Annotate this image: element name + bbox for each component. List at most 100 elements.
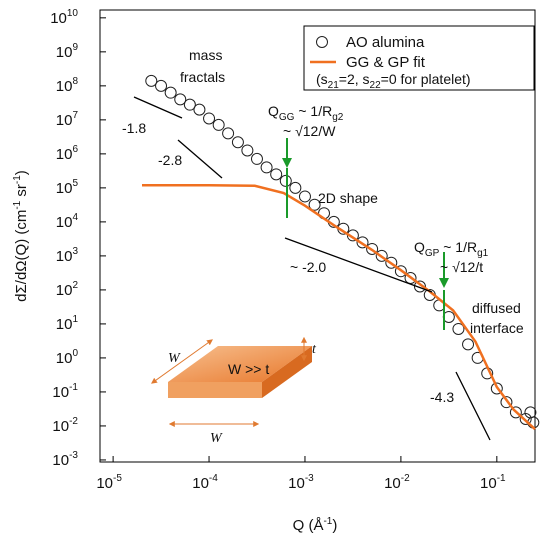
tick-exponent: -2 bbox=[401, 473, 410, 484]
legend: (s21=2, s22=0 for platelet) AO alumina GG… bbox=[303, 25, 535, 91]
tick-exponent: 4 bbox=[72, 212, 78, 223]
legend-marker bbox=[316, 36, 328, 48]
slab-front bbox=[168, 382, 262, 398]
tick-label: 10-4 bbox=[192, 473, 218, 492]
tick-base: 10 bbox=[384, 475, 401, 492]
tick-exponent: -1 bbox=[69, 382, 78, 393]
script-text: g1 bbox=[477, 248, 489, 259]
data-point bbox=[145, 74, 158, 87]
tick-label: 101 bbox=[56, 314, 79, 333]
guide-line bbox=[133, 96, 183, 119]
data-point bbox=[250, 152, 263, 165]
tick-base: 10 bbox=[192, 475, 209, 492]
inset-label: W bbox=[168, 351, 181, 366]
data-point bbox=[509, 406, 522, 419]
text-part: Q (Å bbox=[293, 517, 324, 534]
text-part: ~ 1/R bbox=[439, 239, 477, 255]
tick-label: 10-2 bbox=[384, 473, 410, 492]
data-point bbox=[366, 242, 379, 255]
guide-line bbox=[455, 371, 491, 441]
tick-label: 10-3 bbox=[288, 473, 314, 492]
tick-base: 10 bbox=[50, 10, 67, 27]
tick-exponent: 3 bbox=[72, 246, 78, 257]
tick-label: 10-1 bbox=[480, 473, 506, 492]
annotation: interface bbox=[470, 320, 524, 336]
w-arrow bbox=[151, 339, 213, 384]
annotation: ~ √12/t bbox=[440, 259, 483, 275]
data-point bbox=[289, 181, 302, 194]
data-point bbox=[222, 127, 235, 140]
data-point bbox=[413, 280, 426, 293]
script-text: -1 bbox=[12, 200, 23, 209]
script-text: -1 bbox=[12, 175, 23, 184]
data-point bbox=[500, 396, 513, 409]
data-point bbox=[155, 79, 168, 92]
tick-label: 10-3 bbox=[52, 450, 78, 469]
annotation: -1.8 bbox=[122, 120, 146, 136]
data-point bbox=[375, 249, 388, 262]
tick-exponent: 1 bbox=[72, 314, 78, 325]
inset-label: W bbox=[210, 431, 223, 446]
data-point bbox=[385, 256, 398, 269]
text-part: ) bbox=[332, 517, 337, 534]
tick-label: 1010 bbox=[50, 8, 78, 27]
text-part: ~ 1/R bbox=[294, 103, 332, 119]
script-text: g2 bbox=[332, 112, 344, 123]
data-point bbox=[164, 86, 177, 99]
tick-label: 104 bbox=[56, 212, 79, 231]
guide-line bbox=[284, 237, 433, 293]
fit-line bbox=[142, 183, 536, 431]
script-text: 21 bbox=[328, 80, 340, 91]
tick-label: 103 bbox=[56, 246, 79, 265]
tick-label: 108 bbox=[56, 76, 79, 95]
annotation: diffused bbox=[472, 300, 521, 316]
data-point bbox=[356, 236, 369, 249]
q-markers bbox=[282, 138, 449, 330]
legend-box bbox=[303, 25, 535, 91]
text-part: Q bbox=[268, 103, 279, 119]
annotation: -2.8 bbox=[158, 152, 182, 168]
data-point bbox=[203, 112, 216, 125]
plot-frame bbox=[99, 9, 536, 463]
tick-base: 10 bbox=[56, 180, 73, 197]
tick-exponent: -5 bbox=[113, 473, 122, 484]
tick-base: 10 bbox=[52, 384, 69, 401]
data-point bbox=[183, 98, 196, 111]
text-part: dΣ/dΩ(Q) (cm bbox=[13, 210, 30, 302]
annotation: fractals bbox=[180, 69, 225, 85]
annotation: -4.3 bbox=[430, 389, 454, 405]
guide-line bbox=[177, 139, 223, 179]
data-point bbox=[462, 338, 475, 351]
annotation: ~ √12/W bbox=[283, 123, 336, 139]
tick-base: 10 bbox=[56, 146, 73, 163]
annotation: QGP ~ 1/Rg1 bbox=[414, 239, 489, 259]
tick-label: 105 bbox=[56, 178, 79, 197]
tick-exponent: -4 bbox=[209, 473, 218, 484]
tick-exponent: -3 bbox=[69, 450, 78, 461]
tick-base: 10 bbox=[56, 44, 73, 61]
tick-base: 10 bbox=[56, 248, 73, 265]
data-point bbox=[519, 412, 532, 425]
legend-note: (s21=2, s22=0 for platelet) bbox=[316, 71, 471, 91]
data-point bbox=[308, 198, 321, 211]
data-point bbox=[279, 174, 292, 187]
tick-exponent: -3 bbox=[305, 473, 314, 484]
tick-exponent: 2 bbox=[72, 280, 78, 291]
tick-label: 10-1 bbox=[52, 382, 78, 401]
x-axis-label: Q (Å-1) bbox=[293, 516, 338, 534]
tick-base: 10 bbox=[288, 475, 305, 492]
tick-base: 10 bbox=[96, 475, 113, 492]
tick-base: 10 bbox=[56, 112, 73, 129]
tick-base: 10 bbox=[480, 475, 497, 492]
tick-base: 10 bbox=[56, 282, 73, 299]
tick-label: 109 bbox=[56, 42, 79, 61]
tick-label: 10-5 bbox=[96, 473, 122, 492]
script-text: GG bbox=[279, 112, 295, 123]
data-point bbox=[452, 322, 465, 335]
tick-base: 10 bbox=[56, 214, 73, 231]
legend-label: AO alumina bbox=[346, 34, 425, 51]
legend-label: GG & GP fit bbox=[346, 54, 426, 71]
slab-side bbox=[262, 346, 312, 398]
